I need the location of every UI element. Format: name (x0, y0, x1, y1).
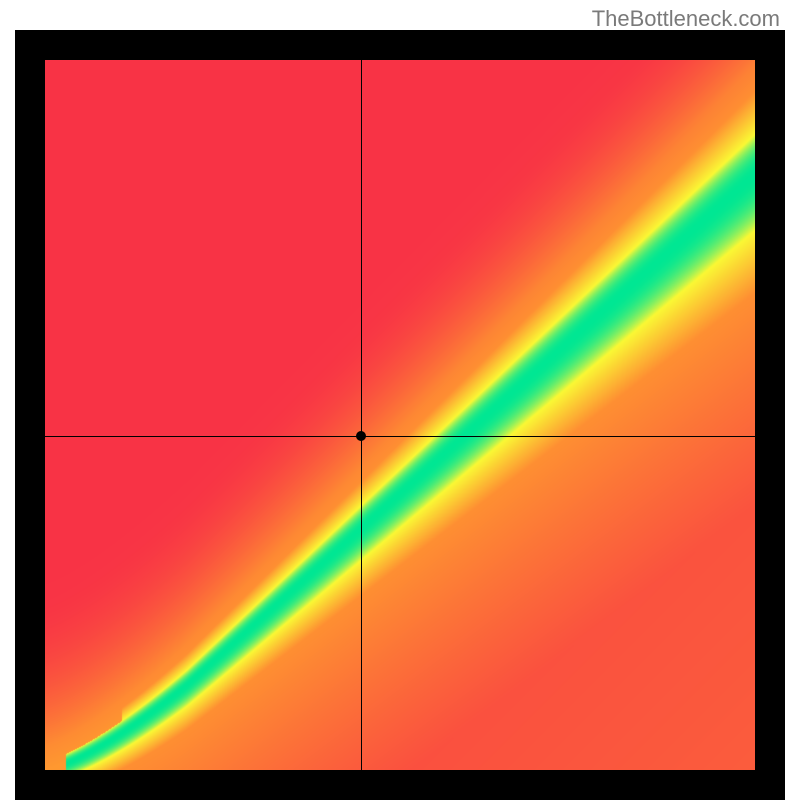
marker-dot (356, 431, 366, 441)
crosshair-vertical (361, 60, 362, 770)
plot-area (45, 60, 755, 770)
crosshair-horizontal (45, 436, 755, 437)
watermark-text: TheBottleneck.com (592, 6, 780, 32)
chart-frame (15, 30, 785, 800)
heatmap-canvas (45, 60, 755, 770)
